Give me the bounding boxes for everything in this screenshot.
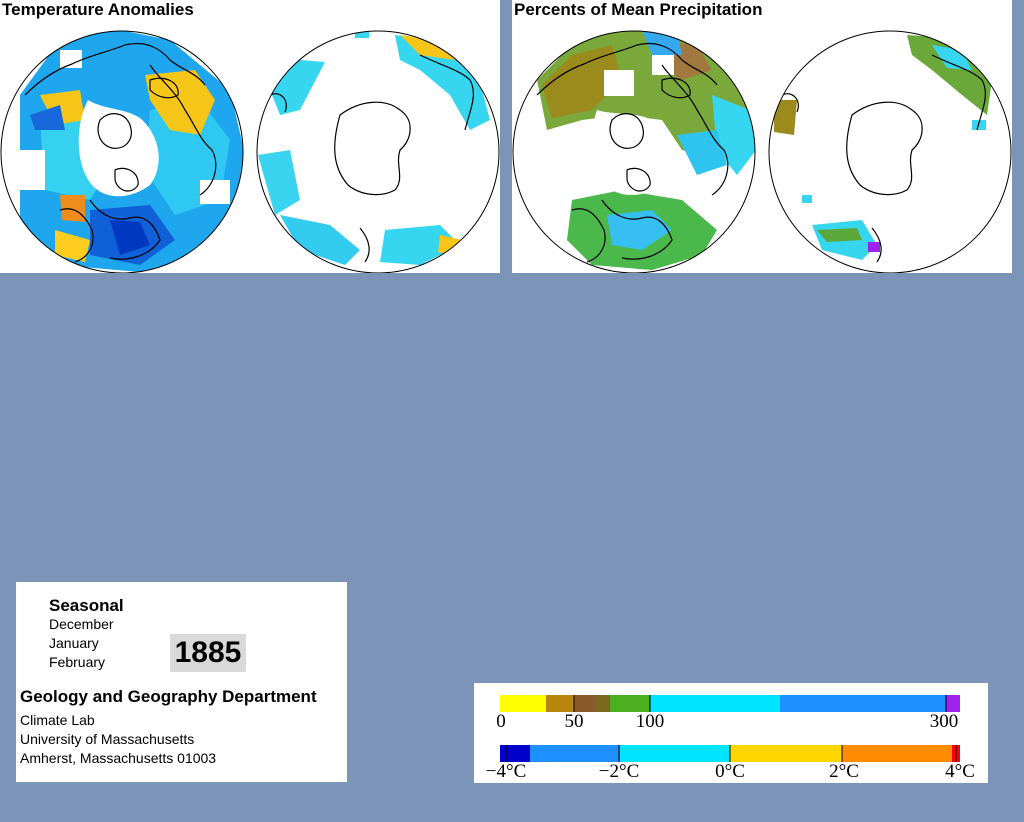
- temperature-maps: [0, 30, 500, 273]
- temperature-northern-hemisphere: [1, 31, 243, 273]
- info-box: Seasonal December January February 1885 …: [16, 582, 347, 782]
- precip-tick-50: 50: [564, 711, 584, 732]
- address: Amherst, Massachusetts 01003: [20, 750, 217, 766]
- precip-tick-0: 0: [496, 711, 506, 732]
- month-january: January: [49, 635, 99, 651]
- month-february: February: [49, 654, 106, 670]
- month-december: December: [49, 616, 114, 632]
- season-label: Seasonal: [49, 596, 124, 615]
- precipitation-southern-hemisphere: [769, 31, 1011, 273]
- precipitation-panel-title: Percents of Mean Precipitation: [512, 0, 766, 20]
- university-name: University of Massachusetts: [20, 731, 195, 747]
- color-legend: 0 50 100 300 −4°C −2°C 0°C 2°C 4°C: [474, 683, 988, 783]
- year-label: 1885: [170, 634, 246, 672]
- lab-name: Climate Lab: [20, 712, 95, 728]
- temp-tick-4: 4°C: [945, 761, 975, 782]
- legend-bars: [500, 695, 960, 762]
- precip-tick-300: 300: [929, 711, 959, 732]
- temperature-southern-hemisphere: [257, 31, 499, 273]
- temperature-panel: Temperature Anomalies: [0, 0, 500, 273]
- precipitation-scale-bar: [500, 695, 960, 712]
- temp-tick-0: 0°C: [715, 761, 745, 782]
- precipitation-maps: [512, 30, 1012, 273]
- temperature-scale-bar: [500, 745, 960, 762]
- temp-tick-minus4: −4°C: [485, 761, 527, 782]
- precip-tick-100: 100: [635, 711, 665, 732]
- department-name: Geology and Geography Department: [20, 687, 317, 706]
- temp-tick-minus2: −2°C: [598, 761, 640, 782]
- precipitation-northern-hemisphere: [513, 31, 755, 273]
- precipitation-panel: Percents of Mean Precipitation: [512, 0, 1012, 273]
- temperature-panel-title: Temperature Anomalies: [0, 0, 197, 20]
- temp-tick-2: 2°C: [829, 761, 859, 782]
